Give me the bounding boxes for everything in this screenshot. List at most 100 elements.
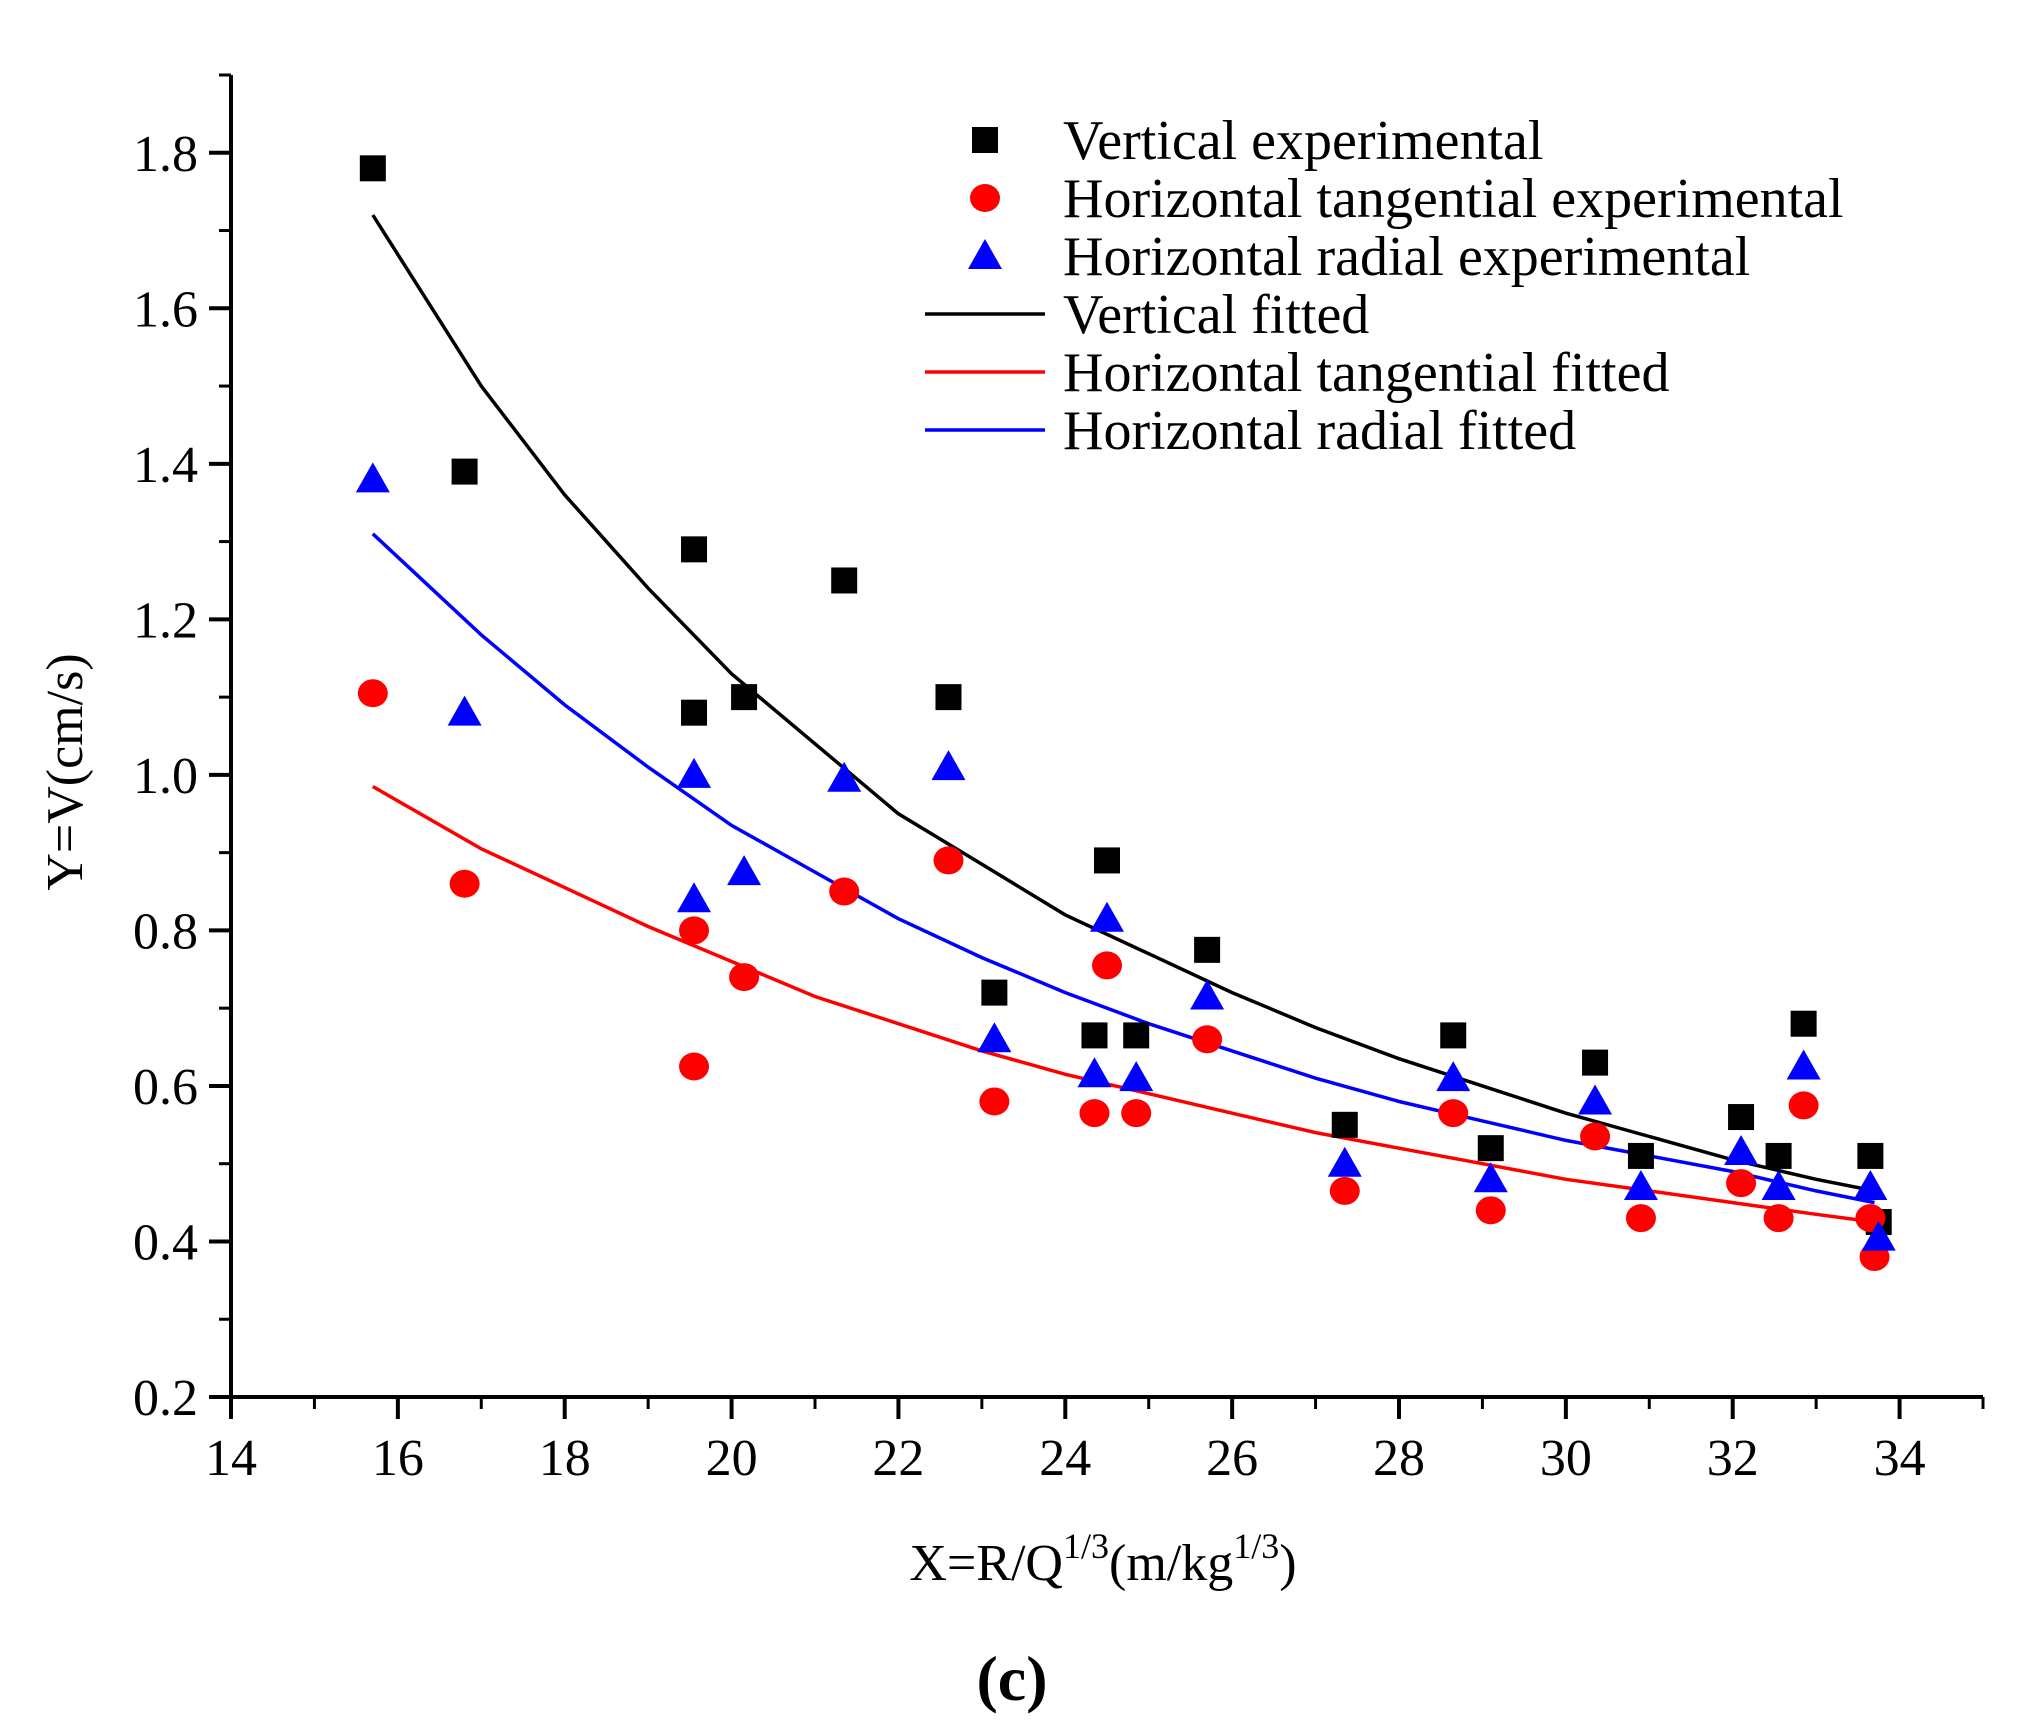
data-point-horizontal-tangential-experimental — [1192, 1025, 1222, 1053]
data-point-vertical-experimental — [1728, 1104, 1754, 1130]
x-axis-title-sup2: 1/3 — [1233, 1526, 1279, 1566]
legend-swatch-horizontal-radial-experimental — [968, 239, 1002, 269]
panel-label: (c) — [976, 1643, 1047, 1714]
data-point-horizontal-radial-experimental — [931, 750, 965, 780]
series-horizontal-tangential-experimental — [358, 679, 1890, 1271]
data-point-horizontal-radial-experimental — [1328, 1147, 1362, 1177]
data-point-horizontal-tangential-experimental — [1764, 1204, 1794, 1232]
data-point-horizontal-radial-experimental — [1787, 1050, 1821, 1080]
legend-label-horizontal-radial-experimental: Horizontal radial experimental — [1063, 226, 1750, 288]
x-tick-label: 30 — [1540, 1430, 1592, 1487]
data-point-vertical-experimental — [1857, 1143, 1883, 1169]
y-tick-label: 0.4 — [133, 1214, 198, 1271]
series-horizontal-radial-experimental — [356, 462, 1896, 1250]
y-tick-label: 0.8 — [133, 903, 198, 960]
data-point-horizontal-tangential-experimental — [729, 963, 759, 991]
data-point-horizontal-radial-experimental — [356, 462, 390, 492]
y-tick-label: 0.6 — [133, 1059, 198, 1116]
x-tick-label: 20 — [706, 1430, 758, 1487]
x-axis-title-main: X=R/Q — [909, 1535, 1063, 1592]
x-tick-label: 18 — [539, 1430, 591, 1487]
y-tick-label: 1.2 — [133, 592, 198, 649]
scatter-chart: 14 16 18 20 22 24 26 28 30 32 34 0.2 0.4 0.6 0.8 1.0 1.2… — [0, 0, 2024, 1724]
data-point-vertical-experimental — [1582, 1050, 1608, 1076]
data-point-horizontal-tangential-experimental — [1726, 1169, 1756, 1197]
data-point-vertical-experimental — [681, 536, 707, 562]
data-point-horizontal-tangential-experimental — [1092, 951, 1122, 979]
x-tick-label: 16 — [372, 1430, 424, 1487]
data-point-horizontal-radial-experimental — [1578, 1084, 1612, 1114]
data-point-vertical-experimental — [831, 567, 857, 593]
legend-label-horizontal-tangential-experimental: Horizontal tangential experimental — [1063, 168, 1844, 230]
legend-swatch-vertical-experimental — [972, 127, 998, 153]
data-point-horizontal-tangential-experimental — [1789, 1091, 1819, 1119]
x-tick-label: 32 — [1707, 1430, 1759, 1487]
data-point-horizontal-radial-experimental — [677, 758, 711, 788]
data-point-horizontal-radial-experimental — [1077, 1057, 1111, 1087]
x-tick-label: 34 — [1874, 1430, 1926, 1487]
data-point-vertical-experimental — [1094, 847, 1120, 873]
data-point-horizontal-radial-experimental — [1436, 1061, 1470, 1091]
data-point-horizontal-tangential-experimental — [1476, 1196, 1506, 1224]
data-point-vertical-experimental — [1791, 1011, 1817, 1037]
x-tick-label: 22 — [872, 1430, 924, 1487]
data-point-vertical-experimental — [1766, 1143, 1792, 1169]
data-point-vertical-experimental — [1194, 937, 1220, 963]
y-tick-label: 1.8 — [133, 126, 198, 183]
data-point-horizontal-tangential-experimental — [1626, 1204, 1656, 1232]
data-point-vertical-experimental — [1123, 1022, 1149, 1048]
data-point-horizontal-tangential-experimental — [1438, 1099, 1468, 1127]
data-point-horizontal-tangential-experimental — [358, 679, 388, 707]
y-tick-label: 0.2 — [133, 1370, 198, 1427]
data-point-vertical-experimental — [1081, 1022, 1107, 1048]
data-point-horizontal-tangential-experimental — [679, 1053, 709, 1081]
data-point-horizontal-radial-experimental — [1853, 1170, 1887, 1200]
legend-label-vertical-experimental: Vertical experimental — [1063, 110, 1543, 172]
fit-line-horizontal-radial-fitted — [373, 534, 1875, 1203]
data-point-vertical-experimental — [1478, 1135, 1504, 1161]
x-tick-label: 14 — [205, 1430, 257, 1487]
data-point-vertical-experimental — [1628, 1143, 1654, 1169]
data-point-horizontal-tangential-experimental — [829, 878, 859, 906]
data-point-vertical-experimental — [452, 459, 478, 485]
data-point-horizontal-radial-experimental — [448, 696, 482, 726]
data-point-horizontal-radial-experimental — [1190, 980, 1224, 1010]
data-point-horizontal-tangential-experimental — [979, 1087, 1009, 1115]
data-point-horizontal-radial-experimental — [1090, 902, 1124, 932]
x-tick-label: 26 — [1206, 1430, 1258, 1487]
legend-label-horizontal-radial-fitted: Horizontal radial fitted — [1063, 400, 1576, 462]
data-point-horizontal-tangential-experimental — [933, 846, 963, 874]
x-axis-title-end: ) — [1279, 1535, 1296, 1592]
data-point-horizontal-tangential-experimental — [1330, 1177, 1360, 1205]
data-point-horizontal-radial-experimental — [677, 882, 711, 912]
data-point-horizontal-tangential-experimental — [450, 870, 480, 898]
y-axis-title: Y=V(cm/s) — [37, 653, 94, 890]
data-point-horizontal-tangential-experimental — [1121, 1099, 1151, 1127]
data-point-vertical-experimental — [1332, 1112, 1358, 1138]
data-point-horizontal-tangential-experimental — [679, 916, 709, 944]
y-tick-label: 1.0 — [133, 748, 198, 805]
data-point-horizontal-radial-experimental — [1724, 1135, 1758, 1165]
y-tick-label: 1.4 — [133, 437, 198, 494]
data-point-horizontal-radial-experimental — [1119, 1061, 1153, 1091]
data-point-vertical-experimental — [681, 700, 707, 726]
data-point-vertical-experimental — [360, 155, 386, 181]
data-point-horizontal-tangential-experimental — [1580, 1122, 1610, 1150]
data-point-vertical-experimental — [1440, 1022, 1466, 1048]
data-point-horizontal-radial-experimental — [1624, 1170, 1658, 1200]
x-tick-label: 24 — [1039, 1430, 1091, 1487]
legend-label-vertical-fitted: Vertical fitted — [1063, 284, 1369, 346]
data-point-horizontal-radial-experimental — [977, 1022, 1011, 1052]
x-axis-title-sup1: 1/3 — [1063, 1526, 1109, 1566]
x-axis-title-mid: (m/kg — [1109, 1535, 1233, 1592]
y-tick-label: 1.6 — [133, 281, 198, 338]
data-point-vertical-experimental — [731, 684, 757, 710]
legend-swatch-horizontal-tangential-experimental — [970, 184, 1000, 212]
x-axis-title: X=R/Q1/3(m/kg1/3) — [909, 1526, 1296, 1592]
x-tick-label: 28 — [1373, 1430, 1425, 1487]
data-point-vertical-experimental — [935, 684, 961, 710]
data-point-horizontal-tangential-experimental — [1079, 1099, 1109, 1127]
data-point-horizontal-radial-experimental — [727, 855, 761, 885]
legend-label-horizontal-tangential-fitted: Horizontal tangential fitted — [1063, 342, 1669, 404]
